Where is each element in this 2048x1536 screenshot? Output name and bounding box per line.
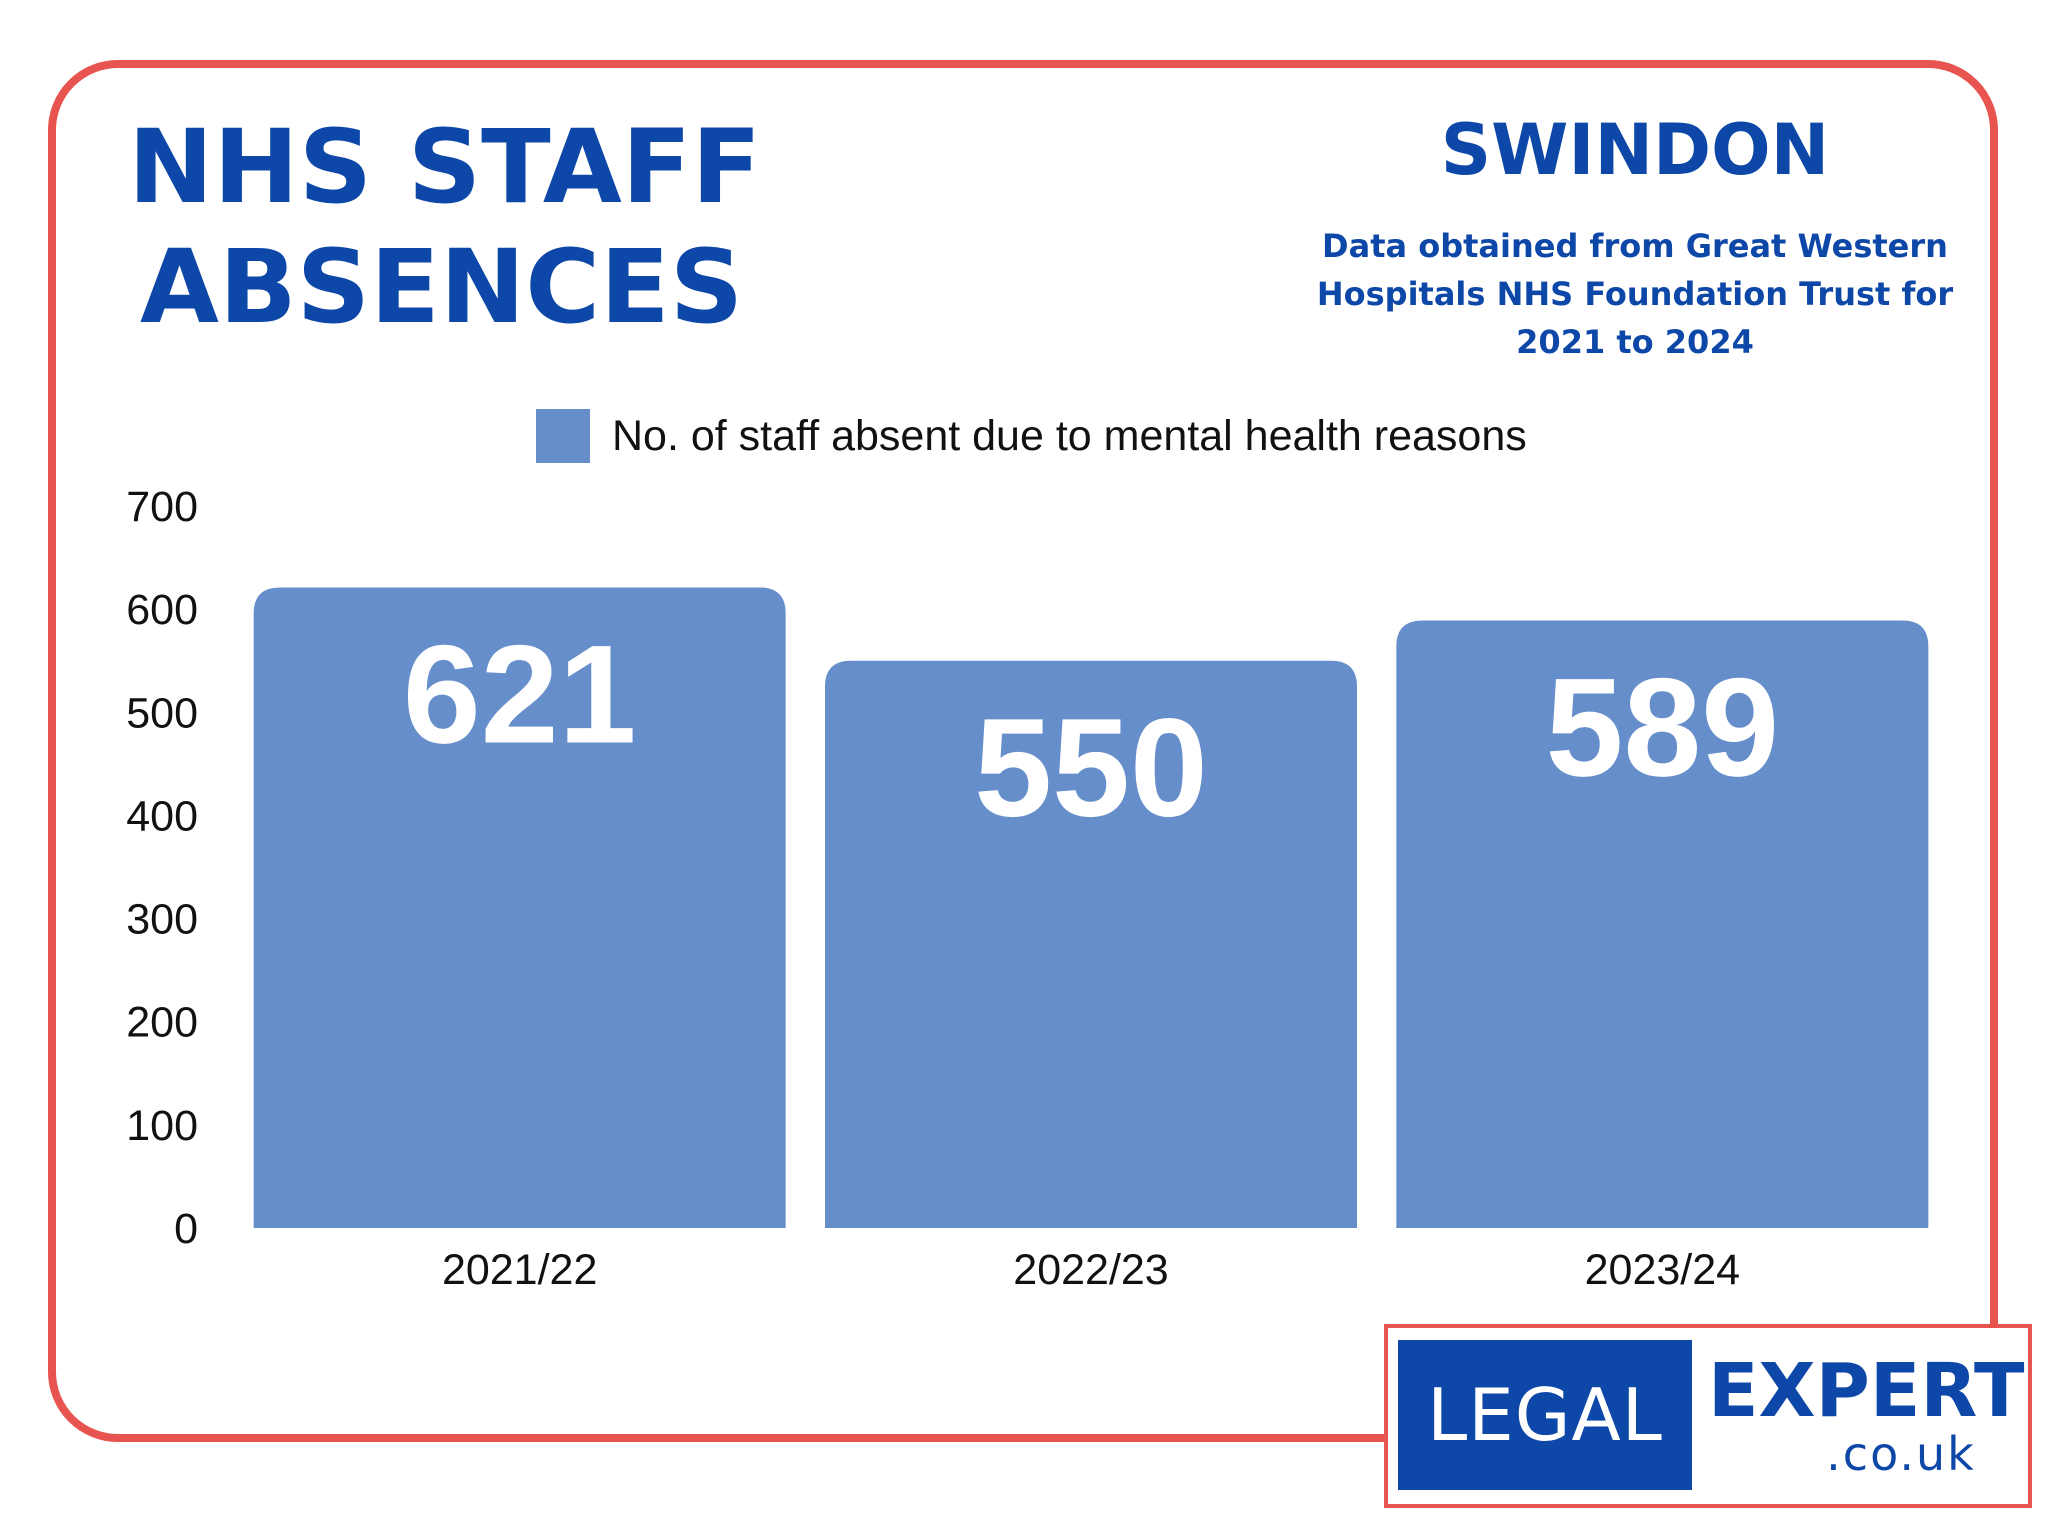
data-label: 589: [1546, 648, 1780, 805]
logo-expert-block: EXPERT .co.uk: [1708, 1348, 2025, 1481]
source-line-1: Data obtained from Great Western: [1322, 227, 1948, 265]
title-line-2: ABSENCES: [140, 228, 744, 347]
x-tick-label: 2021/22: [442, 1246, 597, 1294]
page-title: NHS STAFF ABSENCES: [128, 108, 768, 348]
source-note: Data obtained from Great Western Hospita…: [1300, 222, 1970, 366]
y-tick-label: 200: [126, 999, 198, 1047]
y-axis: 0 100 200 300 400 500 600 700: [126, 483, 198, 1253]
data-label: 621: [403, 615, 637, 772]
y-tick-label: 100: [126, 1102, 198, 1150]
x-axis: 2021/22 2022/23 2023/24: [442, 1246, 1740, 1294]
y-tick-label: 700: [126, 483, 198, 531]
logo-expert-text: EXPERT: [1708, 1348, 2025, 1434]
chart-legend: No. of staff absent due to mental health…: [536, 408, 1527, 464]
bar: [825, 660, 1357, 1228]
x-tick-label: 2022/23: [1013, 1246, 1168, 1294]
legend-label: No. of staff absent due to mental health…: [612, 411, 1527, 460]
bar: [1396, 620, 1929, 1228]
data-labels: 621 550 589: [403, 615, 1779, 845]
logo-legal-block: LEGAL: [1398, 1340, 1692, 1490]
data-label: 550: [974, 689, 1208, 846]
x-tick-label: 2023/24: [1585, 1246, 1740, 1294]
y-tick-label: 400: [126, 792, 198, 840]
logo-domain-text: .co.uk: [1826, 1427, 1976, 1481]
bar: [253, 587, 786, 1228]
y-tick-label: 300: [126, 896, 198, 944]
y-tick-label: 500: [126, 689, 198, 737]
title-line-1: NHS STAFF: [128, 108, 762, 227]
legal-expert-logo: LEGAL EXPERT .co.uk: [1384, 1324, 2032, 1508]
bars: [253, 587, 1929, 1228]
source-line-2: Hospitals NHS Foundation Trust for: [1316, 275, 1954, 313]
y-tick-label: 600: [126, 586, 198, 634]
legend-swatch: [536, 409, 590, 463]
source-line-3: 2021 to 2024: [1516, 323, 1754, 361]
region-title: SWINDON: [1440, 109, 1830, 191]
y-tick-label: 0: [174, 1205, 198, 1253]
